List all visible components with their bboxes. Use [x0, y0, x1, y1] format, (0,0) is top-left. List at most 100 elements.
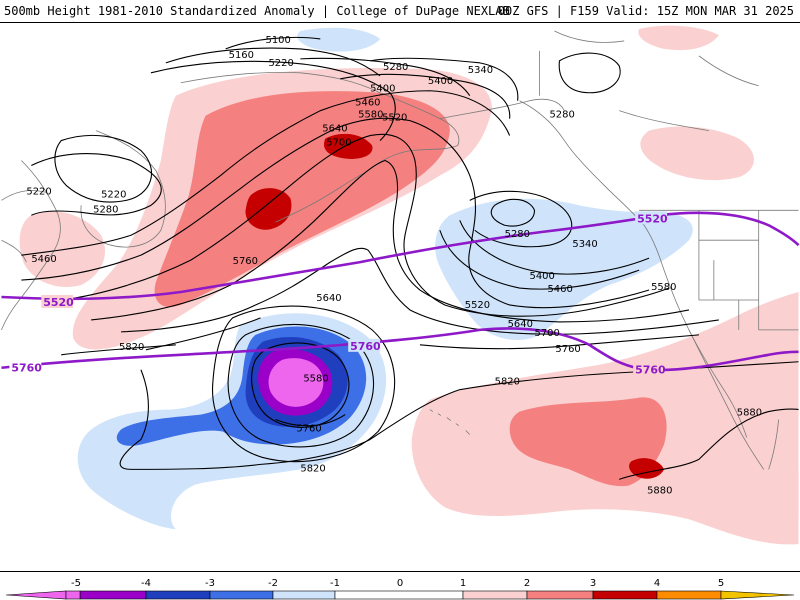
contour-labels: 5100 5160 5220 5220 5220 5280 5280 5280 …	[26, 35, 762, 496]
anomaly-neg1-gulf-of-alaska	[435, 198, 693, 341]
contour-label: 5400	[428, 76, 453, 87]
colorbar-tick-label: -1	[330, 578, 340, 589]
contour-label: 5280	[505, 229, 530, 240]
coast-bc-pnw	[519, 100, 748, 438]
contour-5220-west	[54, 134, 153, 203]
contour-5460	[21, 90, 640, 290]
contour-5280-canada	[558, 52, 621, 94]
anomaly-pos2-subtropical	[509, 397, 667, 487]
contour-label: 5760	[555, 344, 580, 355]
contour-label: 5340	[572, 239, 597, 250]
positive-anomaly-shading	[19, 25, 799, 545]
colorbar-end-left	[5, 590, 67, 600]
contour-5100	[225, 36, 321, 50]
colorbar-tick-label: -3	[205, 578, 215, 589]
thickness-labels: 5520 5520 5760 5760 5760	[9, 211, 668, 377]
coast-baja	[688, 329, 780, 470]
contour-5340	[370, 57, 573, 248]
colorbar-swatch	[334, 590, 464, 600]
colorbar-swatch	[65, 590, 81, 600]
contour-label: 5580	[358, 110, 383, 121]
contour-trough-inner	[251, 342, 350, 428]
contour-label: 5280	[93, 204, 118, 215]
colorbar-swatches	[5, 590, 795, 600]
coast-kamchatka	[80, 130, 166, 248]
colorbar-swatch	[145, 590, 211, 600]
contour-label: 5520	[465, 300, 490, 311]
model-run-title: 00Z GFS | F159 Valid: 15Z MON MAR 31 202…	[497, 4, 794, 18]
coast-sea-of-okhotsk	[1, 190, 47, 263]
anomaly-pos1-canada	[638, 25, 719, 51]
coastlines	[1, 30, 799, 470]
map-header: 500mb Height 1981-2010 Standardized Anom…	[0, 0, 800, 22]
contour-5520	[21, 117, 650, 309]
contour-label: 5280	[549, 110, 574, 121]
contour-label: 5820	[495, 377, 520, 388]
label-bg	[41, 295, 74, 308]
contour-label: 5460	[547, 284, 572, 295]
thickness-5760	[1, 327, 799, 372]
contour-label: 5580	[303, 374, 328, 385]
map-title: 500mb Height 1981-2010 Standardized Anom…	[4, 4, 510, 18]
colorbar-swatch	[526, 590, 594, 600]
label-bg	[348, 338, 381, 352]
anomaly-pos1-mexico	[715, 456, 799, 523]
contour-label: 5100	[265, 35, 290, 46]
contour-label: 5400	[370, 84, 395, 95]
contour-label: 5640	[316, 293, 341, 304]
colorbar-tick-label: -4	[141, 578, 151, 589]
thickness-label: 5760	[11, 362, 42, 375]
colorbar-swatch	[656, 590, 722, 600]
contour-label: 5220	[26, 186, 51, 197]
thickness-contours	[1, 211, 800, 372]
negative-anomaly-shading	[77, 27, 693, 530]
hawaii-islands	[429, 409, 471, 435]
colorbar-tick-label: 0	[397, 578, 403, 589]
contour-trough-mid	[227, 323, 375, 448]
contour-label: 5460	[31, 254, 56, 265]
anomaly-pos3-core-east	[323, 133, 373, 159]
anomaly-colorbar: -5 -4 -3 -2 -1 0 1 2 3 4 5	[5, 578, 795, 600]
anomaly-pos3-core-west	[245, 188, 292, 230]
contour-trough-outer	[212, 305, 396, 463]
contour-label: 5160	[229, 50, 254, 61]
contour-5280-gulf	[490, 198, 536, 227]
height-contours	[21, 36, 799, 480]
label-bg	[9, 360, 42, 374]
anomaly-neg5-trough-center	[268, 358, 324, 407]
thickness-label: 5760	[350, 340, 381, 353]
label-bg	[633, 362, 666, 376]
anomaly-pos1-plains	[640, 126, 754, 181]
contour-5280-main	[31, 57, 471, 216]
label-bg	[635, 211, 668, 225]
contour-label: 5820	[300, 463, 325, 474]
contour-5880	[619, 408, 799, 480]
colorbar-tick-label: 4	[654, 578, 660, 589]
contour-label: 5400	[530, 271, 555, 282]
contour-label: 5280	[383, 62, 408, 73]
colorbar-swatch	[272, 590, 336, 600]
colorbar-end-right	[720, 590, 795, 600]
contour-label: 5220	[268, 58, 293, 69]
colorbar-tick-label: -5	[71, 578, 81, 589]
colorbar-ticks: -5 -4 -3 -2 -1 0 1 2 3 4 5	[71, 578, 724, 589]
contour-label: 5760	[296, 424, 321, 435]
thickness-label: 5520	[637, 212, 668, 225]
colorbar-tick-label: 3	[590, 578, 596, 589]
colorbar-swatch	[209, 590, 274, 600]
contour-label: 5220	[101, 189, 126, 200]
colorbar-swatch	[79, 590, 147, 600]
anomaly-map: 5100 5160 5220 5220 5220 5280 5280 5280 …	[0, 22, 800, 572]
contour-label: 5340	[468, 65, 493, 76]
colorbar-swatch	[592, 590, 658, 600]
colorbar-tick-label: -2	[268, 578, 278, 589]
coast-alaska	[180, 71, 565, 223]
contour-label: 5640	[508, 319, 533, 330]
colorbar-tick-label: 2	[524, 578, 530, 589]
anomaly-pos3-mexico	[629, 458, 665, 479]
contour-label: 5880	[737, 408, 762, 419]
colorbar-tick-label: 5	[718, 578, 724, 589]
anomaly-neg1-arctic	[297, 27, 381, 52]
contour-5580	[61, 133, 670, 317]
contour-label: 5820	[119, 342, 144, 353]
